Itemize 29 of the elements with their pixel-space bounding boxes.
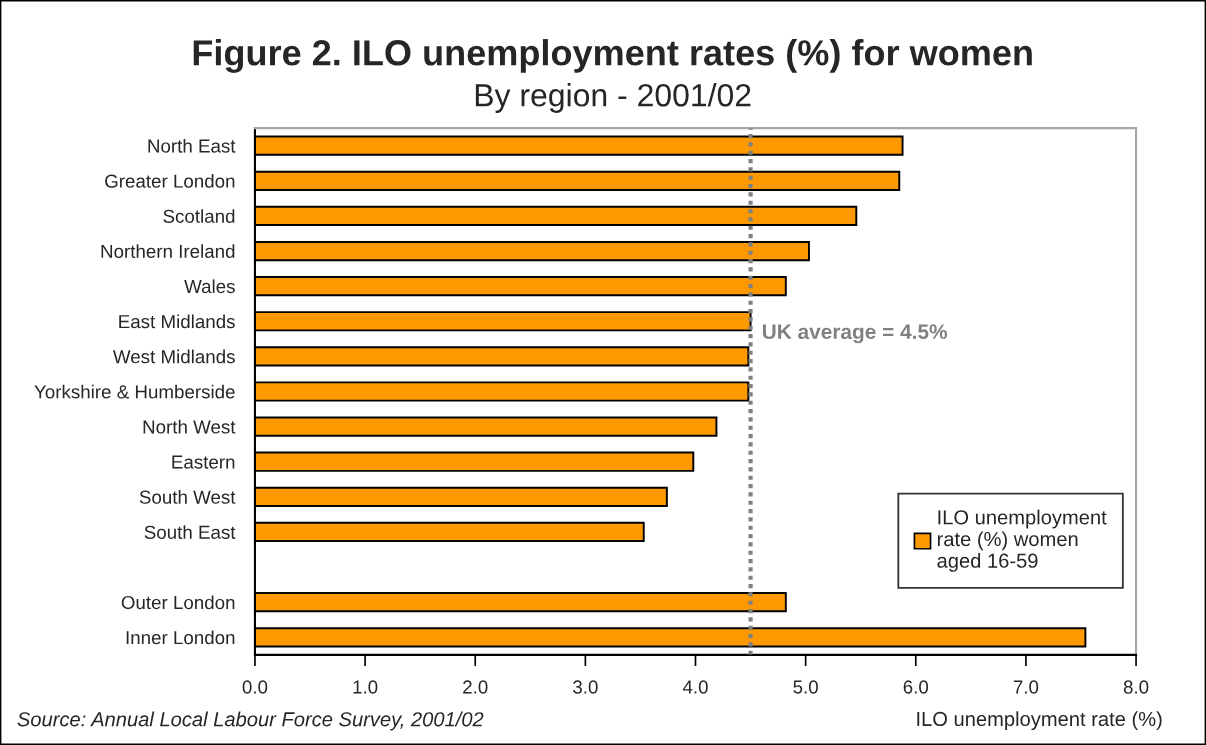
x-tick-label: 2.0: [463, 680, 488, 694]
y-tick-label: East Midlands: [119, 314, 235, 329]
x-tick-label: 7.0: [1013, 680, 1039, 694]
y-tick-label: South West: [139, 490, 236, 504]
y-tick-label: Greater London: [105, 174, 235, 188]
y-tick-label: West Midlands: [112, 349, 235, 364]
x-tick-label: 0.0: [242, 680, 268, 694]
y-tick-label: Eastern: [172, 455, 235, 469]
y-tick-label: Northern Ireland: [101, 244, 235, 259]
x-tick-label: 8.0: [1123, 680, 1149, 694]
x-tick-label: 1.0: [353, 680, 378, 694]
y-tick-label: South East: [144, 525, 236, 539]
legend-label: ILO unemployment rate (%) women aged 16-59: [937, 509, 1107, 572]
x-tick-label: 4.0: [682, 680, 708, 694]
y-tick-label: Yorkshire & Humberside: [34, 384, 235, 399]
y-tick-label: Inner London: [126, 630, 235, 645]
ref-line-label: UK average = 4.5%: [762, 324, 947, 344]
y-tick-label: Wales: [184, 279, 235, 294]
chart-subtitle: By region - 2001/02: [475, 83, 751, 113]
x-tick-label: 5.0: [793, 680, 818, 694]
y-tick-label: Scotland: [163, 209, 235, 223]
x-tick-label: 6.0: [903, 680, 929, 694]
source-note: Source: Annual Local Labour Force Survey, 2001/02: [17, 711, 484, 731]
y-tick-label: North East: [148, 138, 236, 153]
x-tick-label: 3.0: [573, 680, 598, 694]
y-tick-label: North West: [143, 419, 236, 434]
chart-title: Figure 2. ILO unemployment rates (%) for women: [193, 39, 1032, 73]
x-axis-title: ILO unemployment rate (%): [917, 711, 1162, 731]
y-tick-label: Outer London: [121, 595, 235, 610]
